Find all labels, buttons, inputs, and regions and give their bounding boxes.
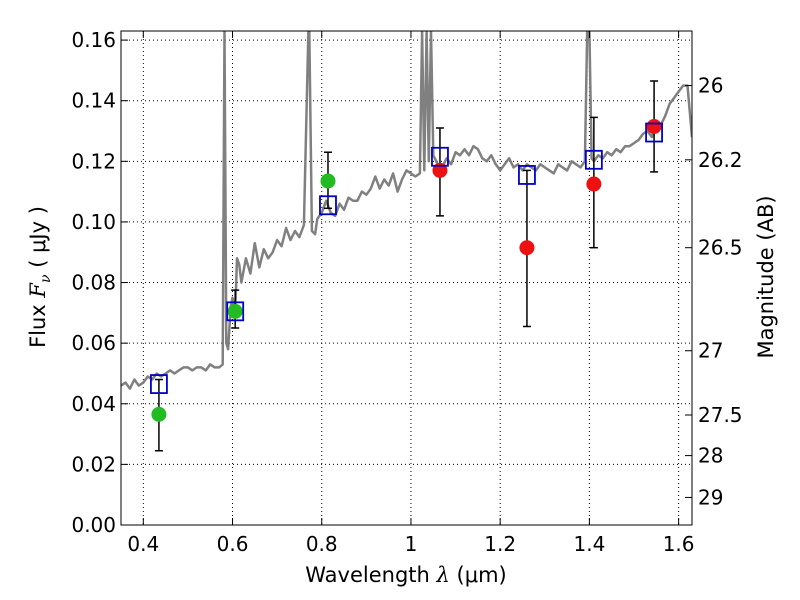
- model-bandpass-square: [518, 165, 536, 185]
- axis-ticks: 0.4 0.6 0.8 1 1.2 1.4 1.6 0.00 0.02 0.04 0.06 0.08 0…: [71, 28, 742, 556]
- y-tick-label: 0.06: [71, 331, 116, 355]
- x-tick-label: 0.4: [127, 532, 159, 556]
- data-point: [519, 240, 535, 256]
- plot-frame: [120, 30, 693, 526]
- x-tick-label: 0.6: [217, 532, 249, 556]
- x-axis-title: Wavelength λ (μm): [305, 563, 506, 587]
- data-point: [320, 173, 336, 189]
- y-tick-label: 0.14: [71, 89, 116, 113]
- model-sed-line: [121, 31, 692, 390]
- grid: [121, 31, 692, 526]
- y2-tick-label: 27.5: [698, 403, 743, 427]
- y-tick-label: 0.00: [71, 513, 116, 537]
- model-sed-layer: [121, 31, 692, 390]
- model-bandpass-square: [431, 146, 449, 167]
- photometry-points-layer: [151, 118, 662, 422]
- y2-axis-title: Magnitude (AB): [754, 195, 778, 358]
- y-tick-label: 0.10: [71, 210, 116, 234]
- y2-tick-label: 29: [698, 485, 723, 509]
- y-tick-label: 0.04: [71, 392, 116, 416]
- y-axis-title: Flux Fν ( μJy ): [26, 206, 54, 348]
- y2-tick-label: 26.2: [698, 148, 743, 172]
- model-bandpass-square: [150, 374, 168, 394]
- x-tick-label: 1: [405, 532, 418, 556]
- model-bandpass-square: [226, 301, 245, 322]
- data-point: [151, 406, 167, 422]
- x-tick-label: 1.4: [573, 532, 605, 556]
- x-tick-label: 1.2: [484, 532, 516, 556]
- y-tick-label: 0.02: [71, 452, 116, 476]
- y-tick-label: 0.12: [71, 149, 116, 173]
- y2-tick-label: 27: [698, 339, 723, 363]
- model-bandpass-layer: [150, 122, 663, 394]
- model-bandpass-square: [645, 122, 663, 143]
- data-point: [586, 176, 602, 192]
- y2-tick-label: 26.5: [698, 236, 743, 260]
- y2-tick-label: 26: [698, 74, 723, 98]
- x-tick-label: 1.6: [663, 532, 695, 556]
- x-tick-label: 0.8: [306, 532, 338, 556]
- error-bars-layer: [154, 80, 659, 452]
- y2-tick-label: 28: [698, 444, 723, 468]
- y-tick-label: 0.08: [71, 271, 116, 295]
- data-point: [227, 303, 243, 319]
- model-bandpass-square: [584, 149, 603, 170]
- model-bandpass-square: [319, 195, 337, 216]
- y-tick-label: 0.16: [71, 28, 116, 52]
- data-point: [646, 118, 662, 134]
